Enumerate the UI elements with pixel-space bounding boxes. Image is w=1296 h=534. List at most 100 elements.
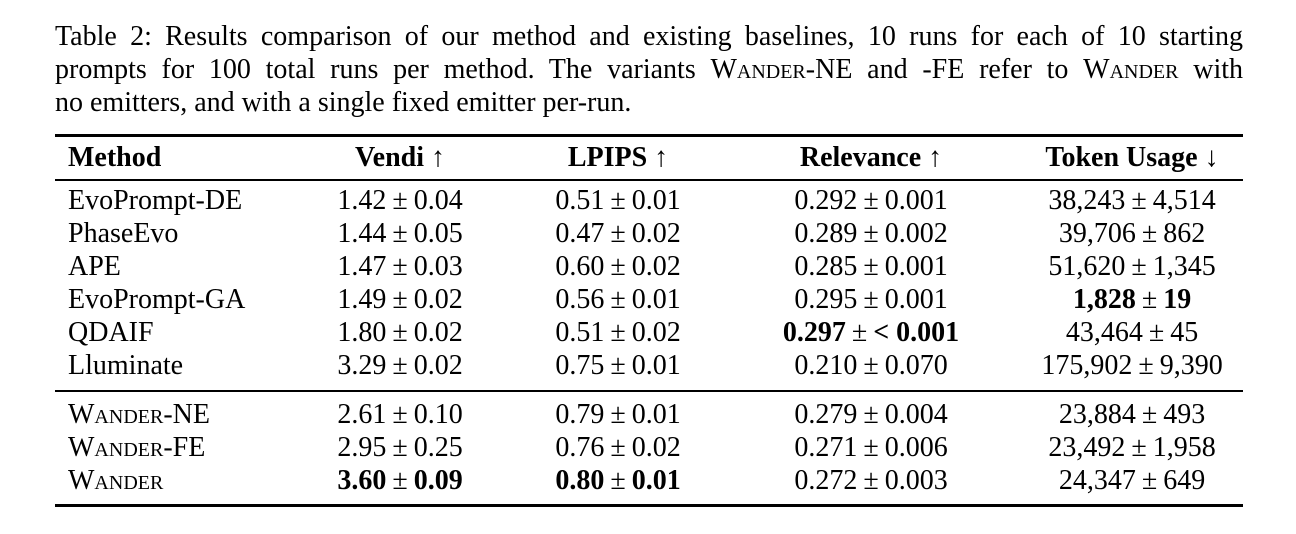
std-value: 0.001: [884, 185, 948, 216]
mean-value: 0.47: [555, 218, 605, 249]
vendi-value: 1.47 ±0.03: [285, 250, 515, 283]
table-caption: Table 2: Results comparison of our metho…: [55, 20, 1243, 119]
plus-minus-sign: ±: [1131, 432, 1147, 463]
mean-value: 0.80: [555, 465, 605, 496]
method-name: Wander-NE: [68, 399, 210, 430]
method-name: Lluminate: [68, 350, 184, 381]
std-value: 0.02: [413, 350, 463, 381]
plus-minus-sign: ±: [1138, 350, 1154, 381]
std-value: 0.001: [884, 284, 948, 315]
up-arrow-icon: ↑: [431, 142, 445, 173]
plus-minus-sign: ±: [392, 432, 408, 463]
std-value: 1,958: [1152, 432, 1216, 463]
caption-text: prompts for 100 total runs per method. T…: [55, 54, 711, 85]
plus-minus-sign: ±: [610, 317, 626, 348]
std-value: 0.01: [631, 350, 681, 381]
token-usage-value: 39,706 ±862: [1021, 217, 1243, 250]
plus-minus-sign: ±: [392, 251, 408, 282]
plus-minus-sign: ±: [1148, 317, 1165, 348]
method-name: PhaseEvo: [68, 218, 179, 249]
vendi-value: 3.60 ±0.09: [285, 464, 515, 506]
token-usage-value: 51,620 ±1,345: [1021, 250, 1243, 283]
mean-value: 0.272: [794, 465, 858, 496]
std-value: 0.09: [413, 465, 463, 496]
mean-value: 39,706: [1058, 218, 1136, 249]
mean-value: 43,464: [1065, 317, 1143, 348]
std-value: 0.03: [413, 251, 463, 282]
plus-minus-sign: ±: [610, 432, 626, 463]
token-usage-value: 175,902 ±9,390: [1021, 349, 1243, 391]
token-usage-value: 43,464 ±45: [1021, 316, 1243, 349]
plus-minus-sign: ±: [392, 399, 408, 430]
mean-value: 1.80: [337, 317, 387, 348]
vendi-value: 1.80 ±0.02: [285, 316, 515, 349]
plus-minus-sign: ±: [863, 350, 879, 381]
col-header-label: Relevance: [799, 142, 922, 173]
plus-minus-sign: ±: [610, 399, 626, 430]
lpips-value: 0.51 ±0.02: [515, 316, 721, 349]
plus-minus-sign: ±: [863, 432, 879, 463]
table-row: APE 1.47 ±0.03 0.60 ±0.02 0.285 ±0.001 51,620 ±1…: [55, 250, 1243, 283]
relevance-value: 0.292 ±0.001: [721, 180, 1021, 217]
vendi-value: 1.44 ±0.05: [285, 217, 515, 250]
std-value: 0.01: [631, 399, 681, 430]
relevance-value: 0.279 ±0.004: [721, 391, 1021, 431]
mean-value: 0.295: [794, 284, 858, 315]
std-value: 493: [1163, 399, 1206, 430]
mean-value: 38,243: [1048, 185, 1126, 216]
col-header-label: Method: [68, 142, 162, 173]
relevance-value: 0.210 ±0.070: [721, 349, 1021, 391]
lpips-value: 0.56 ±0.01: [515, 283, 721, 316]
col-header-method: Method: [55, 135, 285, 181]
lpips-value: 0.75 ±0.01: [515, 349, 721, 391]
std-value: 19: [1163, 284, 1192, 315]
plus-minus-sign: ±: [1141, 218, 1158, 249]
smallcaps-method-name: Wander: [1083, 54, 1179, 85]
std-value: 0.25: [413, 432, 463, 463]
smallcaps-method-name: Wander: [710, 54, 806, 85]
col-header-token-usage: Token Usage ↓: [1021, 135, 1243, 181]
plus-minus-sign: ±: [1141, 399, 1158, 430]
table-row: EvoPrompt-GA 1.49 ±0.02 0.56 ±0.01 0.295 ±0.00…: [55, 283, 1243, 316]
col-header-lpips: LPIPS ↑: [515, 135, 721, 181]
lpips-value: 0.80 ±0.01: [515, 464, 721, 506]
mean-value: 0.289: [794, 218, 858, 249]
plus-minus-sign: ±: [392, 350, 408, 381]
mean-value: 1.42: [337, 185, 387, 216]
std-value: 0.01: [631, 185, 681, 216]
method-name: EvoPrompt-GA: [68, 284, 246, 315]
std-value: 862: [1163, 218, 1206, 249]
token-usage-value: 38,243 ±4,514: [1021, 180, 1243, 217]
lpips-value: 0.51 ±0.01: [515, 180, 721, 217]
std-value: 0.02: [413, 317, 463, 348]
std-value: 0.006: [884, 432, 948, 463]
plus-minus-sign: ±: [1141, 465, 1158, 496]
mean-value: 0.60: [555, 251, 605, 282]
std-value: 0.070: [884, 350, 948, 381]
plus-minus-sign: ±: [863, 465, 879, 496]
lpips-value: 0.47 ±0.02: [515, 217, 721, 250]
plus-minus-sign: ±: [863, 284, 879, 315]
table-row: QDAIF 1.80 ±0.02 0.51 ±0.02 0.297 ± < 0.001 43,4…: [55, 316, 1243, 349]
std-value: < 0.001: [873, 317, 960, 348]
mean-value: 0.279: [794, 399, 858, 430]
std-value: 0.02: [631, 251, 681, 282]
table-row: EvoPrompt-DE 1.42 ±0.04 0.51 ±0.01 0.292 ±0.00…: [55, 180, 1243, 217]
std-value: 0.02: [631, 317, 681, 348]
mean-value: 0.292: [794, 185, 858, 216]
caption-text: with: [1178, 54, 1244, 85]
caption-line: Table 2: Results comparison of our metho…: [55, 20, 1243, 53]
vendi-value: 2.61 ±0.10: [285, 391, 515, 431]
relevance-value: 0.297 ± < 0.001: [721, 316, 1021, 349]
std-value: 4,514: [1152, 185, 1216, 216]
plus-minus-sign: ±: [610, 185, 626, 216]
method-name: EvoPrompt-DE: [68, 185, 243, 216]
down-arrow-icon: ↓: [1204, 142, 1219, 173]
std-value: 9,390: [1159, 350, 1223, 381]
method-name: APE: [68, 251, 121, 282]
mean-value: 1,828: [1072, 284, 1136, 315]
std-value: 0.01: [631, 465, 681, 496]
mean-value: 3.60: [337, 465, 387, 496]
plus-minus-sign: ±: [392, 465, 408, 496]
lpips-value: 0.79 ±0.01: [515, 391, 721, 431]
